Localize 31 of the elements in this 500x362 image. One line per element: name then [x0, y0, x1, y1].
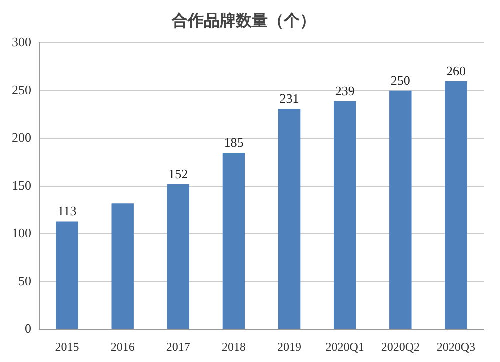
x-tick-label: 2015 [55, 340, 80, 354]
x-tick-label: 2019 [278, 340, 302, 354]
data-label: 152 [168, 166, 188, 182]
y-tick-label: 100 [12, 226, 32, 241]
y-tick-label: 150 [12, 178, 32, 193]
data-label: 185 [224, 134, 244, 150]
x-tick-label: 2020Q3 [436, 340, 476, 354]
data-label: 239 [335, 83, 355, 98]
bar [445, 81, 468, 330]
y-tick-label: 0 [25, 321, 32, 336]
bar [334, 101, 356, 330]
x-tick-label: 2018 [222, 340, 246, 354]
x-tick-label: 2020Q2 [381, 340, 420, 354]
y-tick-label: 250 [12, 82, 32, 98]
y-tick-label: 200 [12, 130, 32, 146]
y-tick-label: 300 [12, 34, 32, 50]
bar [112, 204, 134, 330]
data-label: 231 [280, 90, 300, 106]
bar [56, 222, 78, 330]
data-label: 113 [58, 204, 77, 219]
x-tick-label: 2020Q1 [326, 340, 364, 354]
bar [222, 152, 246, 330]
data-label: 260 [446, 63, 466, 78]
x-tick-label: 2017 [166, 340, 190, 354]
x-tick-label: 2016 [110, 340, 135, 354]
chart-title: 合作品牌数量（个） [171, 10, 316, 30]
bar [390, 90, 412, 330]
bar [278, 109, 301, 330]
data-label: 250 [390, 72, 410, 88]
bar [167, 184, 190, 330]
y-tick-label: 50 [18, 273, 32, 288]
